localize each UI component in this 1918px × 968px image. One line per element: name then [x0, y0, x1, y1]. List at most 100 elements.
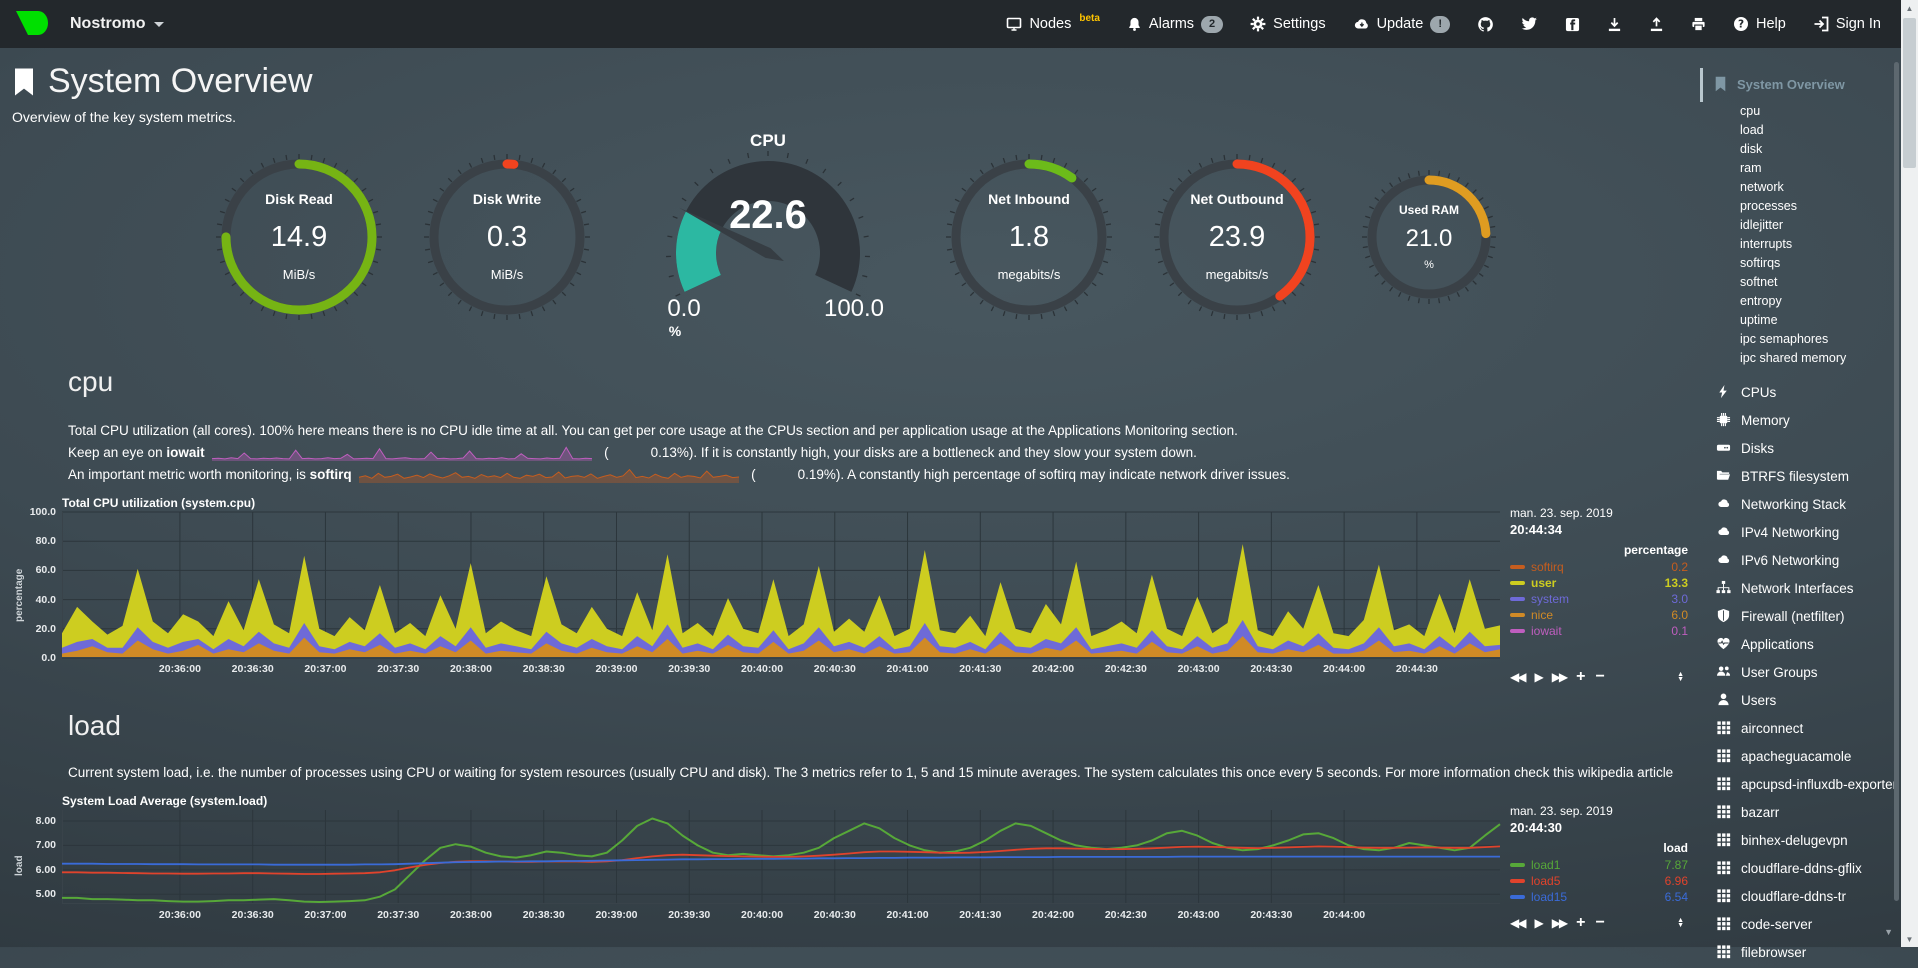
alarms-button[interactable]: Alarms 2 — [1127, 16, 1223, 33]
scroll-up-icon[interactable]: ▲ — [1901, 0, 1918, 16]
page-scrollbar[interactable]: ▲ ▼ — [1901, 0, 1918, 947]
sidebar-item-cloudflare-ddns-gflix[interactable]: cloudflare-ddns-gflix — [1714, 856, 1901, 884]
settings-button[interactable]: Settings — [1250, 16, 1325, 32]
sidebar-item-apcupsd-influxdb-exporter[interactable]: apcupsd-influxdb-exporter — [1714, 772, 1901, 800]
legend-series-value: 6.54 — [1665, 890, 1688, 904]
sidebar-item-label: airconnect — [1741, 721, 1803, 736]
sidebar-subitem-processes[interactable]: processes — [1740, 197, 1901, 216]
github-button[interactable] — [1477, 16, 1494, 33]
sidebar-subitem-disk[interactable]: disk — [1740, 140, 1901, 159]
sidebar-subitem-load[interactable]: load — [1740, 121, 1901, 140]
facebook-button[interactable] — [1565, 17, 1580, 32]
zoom-out-button[interactable]: − — [1596, 668, 1605, 686]
sidebar-item-ipv4-networking[interactable]: IPv4 Networking — [1714, 520, 1901, 548]
twitter-button[interactable] — [1521, 17, 1538, 32]
scroll-down-icon[interactable]: ▼ — [1901, 931, 1918, 947]
print-button[interactable] — [1691, 17, 1706, 32]
fast-forward-button[interactable]: ▶▶ — [1552, 670, 1566, 684]
sidebar-item-memory[interactable]: Memory — [1714, 408, 1901, 436]
legend-series-name: iowait — [1531, 624, 1562, 638]
signin-button[interactable]: Sign In — [1813, 16, 1881, 32]
sidebar-subitem-uptime[interactable]: uptime — [1740, 311, 1901, 330]
folder-icon — [1714, 466, 1732, 492]
help-button[interactable]: ? Help — [1733, 16, 1786, 32]
sidebar-item-disks[interactable]: Disks — [1714, 436, 1901, 464]
pan-backward-button[interactable]: ◀◀ — [1510, 916, 1524, 930]
sidebar-item-airconnect[interactable]: airconnect — [1714, 716, 1901, 744]
sidebar-item-apacheguacamole[interactable]: apacheguacamole — [1714, 744, 1901, 772]
zoom-in-button[interactable]: + — [1576, 668, 1585, 686]
sidebar-item-binhex-delugevpn[interactable]: binhex-delugevpn — [1714, 828, 1901, 856]
sidebar-scroll-down-icon[interactable]: ▼ — [1884, 927, 1893, 937]
sidebar-subitem-softnet[interactable]: softnet — [1740, 273, 1901, 292]
sidebar-item-code-server[interactable]: code-server — [1714, 912, 1901, 940]
x-axis-tick-label: 20:41:30 — [959, 663, 1001, 675]
sidebar-item-networking-stack[interactable]: Networking Stack — [1714, 492, 1901, 520]
sidebar-item-bazarr[interactable]: bazarr — [1714, 800, 1901, 828]
sidebar-subitem-cpu[interactable]: cpu — [1740, 102, 1901, 121]
download-snapshot-button[interactable] — [1607, 17, 1622, 32]
sidebar-subitem-idlejitter[interactable]: idlejitter — [1740, 216, 1901, 235]
x-axis-tick-label: 20:38:30 — [523, 663, 565, 675]
sidebar-subitem-ipc-semaphores[interactable]: ipc semaphores — [1740, 330, 1901, 349]
y-axis-tick-label: 100.0 — [12, 506, 56, 518]
zoom-out-button[interactable]: − — [1596, 914, 1605, 932]
sidebar-subitem-network[interactable]: network — [1740, 178, 1901, 197]
sidebar-subitem-softirqs[interactable]: softirqs — [1740, 254, 1901, 273]
hostname-dropdown[interactable]: Nostromo — [70, 15, 164, 33]
upload-snapshot-button[interactable] — [1649, 17, 1664, 32]
pan-backward-button[interactable]: ◀◀ — [1510, 670, 1524, 684]
sidebar-item-users[interactable]: Users — [1714, 688, 1901, 716]
fast-forward-button[interactable]: ▶▶ — [1552, 916, 1566, 930]
sidebar-scrollbar-thumb[interactable] — [1894, 62, 1899, 901]
sidebar-subitem-entropy[interactable]: entropy — [1740, 292, 1901, 311]
sidebar-item-ipv6-networking[interactable]: IPv6 Networking — [1714, 548, 1901, 576]
scrollbar-thumb[interactable] — [1903, 18, 1916, 168]
resize-handle-icon[interactable]: ▲▼ — [1677, 918, 1684, 928]
gauge-label: Disk Read — [265, 191, 333, 207]
sidebar-item-cloudflare-ddns-tr[interactable]: cloudflare-ddns-tr — [1714, 884, 1901, 912]
sidebar-subitem-ram[interactable]: ram — [1740, 159, 1901, 178]
pan-forward-button[interactable]: ▶ — [1534, 916, 1541, 930]
gauge-max-label: 100.0 — [806, 295, 902, 323]
sidebar-item-system-overview[interactable]: System Overview — [1714, 76, 1901, 92]
zoom-in-button[interactable]: + — [1576, 914, 1585, 932]
iowait-sparkline-chart[interactable] — [212, 445, 592, 462]
sidebar-item-network-interfaces[interactable]: Network Interfaces — [1714, 576, 1901, 604]
resize-handle-icon[interactable]: ▲▼ — [1677, 672, 1684, 682]
pan-forward-button[interactable]: ▶ — [1534, 670, 1541, 684]
legend-header: percentage — [1510, 543, 1688, 557]
sidebar-item-btrfs-filesystem[interactable]: BTRFS filesystem — [1714, 464, 1901, 492]
x-axis-tick-label: 20:44:30 — [1396, 663, 1438, 675]
sidebar-item-filebrowser[interactable]: filebrowser — [1714, 940, 1901, 968]
sidebar-subitem-ipc-shared-memory[interactable]: ipc shared memory — [1740, 349, 1901, 368]
sidebar-item-firewall-netfilter[interactable]: Firewall (netfilter) — [1714, 604, 1901, 632]
sidebar-item-applications[interactable]: Applications — [1714, 632, 1901, 660]
softirq-sparkline-chart[interactable] — [359, 467, 739, 484]
sidebar-item-user-groups[interactable]: User Groups — [1714, 660, 1901, 688]
update-button[interactable]: Update ! — [1353, 16, 1450, 33]
sidebar-item-cpus[interactable]: CPUs — [1714, 380, 1901, 408]
sidebar-subitem-interrupts[interactable]: interrupts — [1740, 235, 1901, 254]
